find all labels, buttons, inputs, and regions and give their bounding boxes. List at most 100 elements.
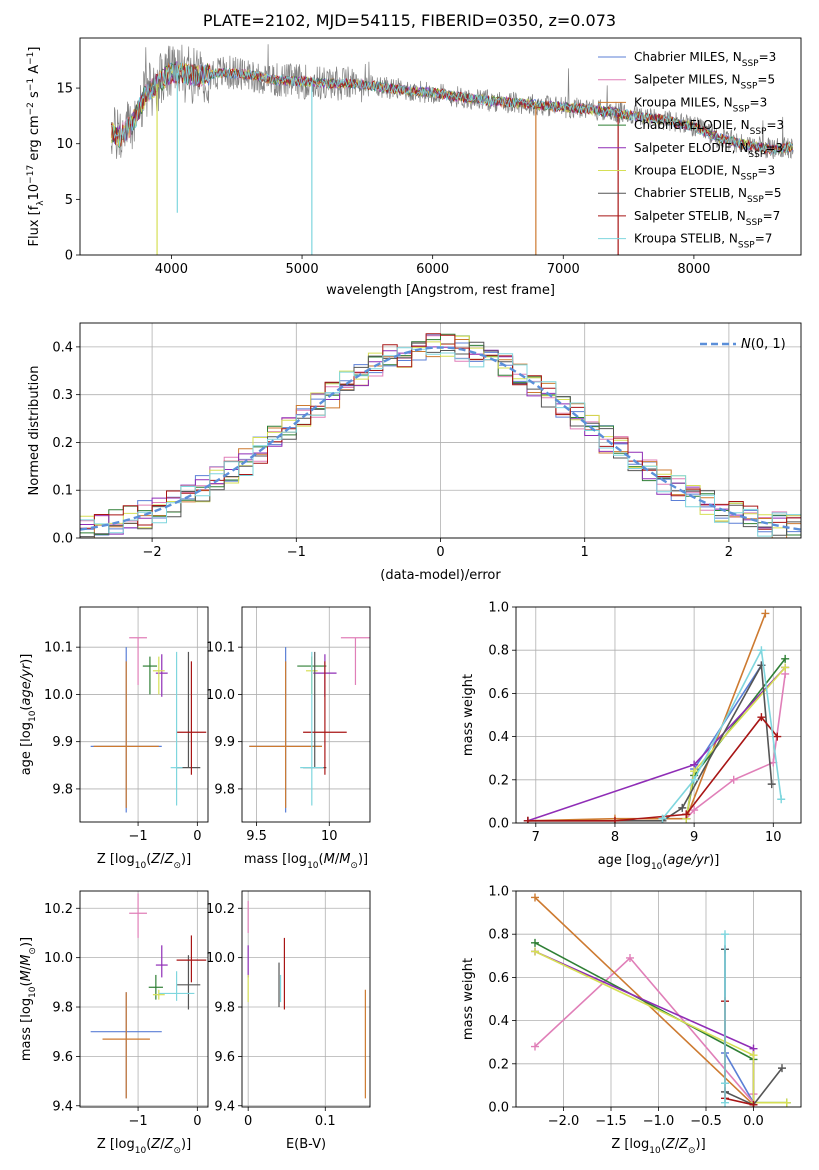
- mass-weight-line: [534, 942, 787, 1104]
- mass-weight-point: [531, 1042, 539, 1051]
- legend-label: Salpeter MILES, NSSP=5: [634, 73, 775, 92]
- y-tick-label: 0.2: [488, 1057, 509, 1072]
- y-tick-label: 10: [56, 137, 73, 152]
- legend-entry: Chabrier STELIB, NSSP=5: [598, 186, 782, 205]
- x-tick-label: −1.5: [595, 1114, 627, 1129]
- legend-label: Kroupa ELODIE, NSSP=3: [634, 164, 775, 183]
- residuals-frame: [79, 322, 802, 539]
- errorbar-marker: [303, 651, 327, 769]
- mass-weight-line: [685, 673, 786, 820]
- y-tick-label: 9.8: [214, 782, 235, 797]
- spectrum-frame: [79, 37, 802, 256]
- mass-weight-point: [757, 646, 766, 655]
- mass-weight-point: [682, 810, 691, 819]
- legend-entry: Salpeter MILES, NSSP=5: [598, 73, 775, 92]
- x-tick-label: 10: [765, 830, 782, 845]
- y-tick-label: 10.2: [206, 902, 235, 917]
- x-tick-label: −1: [128, 829, 147, 844]
- weight_vs_age-axes: 7 8 9 10 0.0 0.2 0.4 0.6 0.8 1.0: [488, 601, 802, 845]
- mass-weight-point: [721, 1098, 729, 1107]
- errorbar-marker: [176, 955, 201, 1010]
- mass-weight-line: [534, 956, 755, 1105]
- mass-weight-point: [531, 947, 539, 956]
- y-tick-label: 0.4: [488, 1014, 509, 1029]
- y-tick-label: 9.6: [214, 1050, 235, 1065]
- mass-weight-point: [678, 803, 687, 812]
- age_vs_Z-axes: −1 0 9.8 9.9 10.0 10.1: [44, 606, 209, 844]
- mass-weight-point: [749, 1051, 758, 1060]
- mass-weight-point: [690, 767, 699, 776]
- x-tick-label: 10: [321, 829, 338, 844]
- mass-weight-point: [761, 609, 770, 618]
- mass-weight-point: [782, 1098, 791, 1107]
- legend-entry: Chabrier MILES, NSSP=3: [598, 50, 776, 69]
- residual-histogram: [80, 347, 801, 537]
- weight_vs_age-xlabel: age [log10(age/yr)]: [598, 853, 720, 872]
- mass_vs_Z-plot-area: [90, 893, 207, 1099]
- y-tick-label: 0.1: [52, 484, 73, 499]
- errorbar-marker: [340, 637, 370, 685]
- x-tick-label: −2.0: [548, 1114, 580, 1129]
- x-tick-label: 8: [611, 830, 619, 845]
- y-tick-label: 10.0: [206, 688, 235, 703]
- x-tick-label: −0.5: [690, 1114, 722, 1129]
- age_vs_mass-xlabel: mass [log10(M/M⊙)]: [244, 852, 368, 871]
- y-tick-label: 5: [65, 193, 73, 208]
- y-tick-label: 10.0: [206, 951, 235, 966]
- spectrum-xlabel: wavelength [Angstrom, rest frame]: [326, 283, 555, 298]
- errorbar-marker: [102, 992, 150, 1099]
- y-tick-label: 0.3: [52, 388, 73, 403]
- legend-entry: Kroupa STELIB, NSSP=7: [598, 232, 772, 251]
- weight_vs_Z-axes: −2.0 −1.5 −1.0 −0.5 0.0 0.0 0.2 0.4 0.6 0.8 1.0: [488, 885, 802, 1129]
- errorbar-marker: [129, 637, 147, 685]
- x-tick-label: 0.1: [315, 1114, 336, 1129]
- x-tick-label: −1: [128, 1114, 147, 1129]
- residuals-xlabel: (data-model)/error: [380, 568, 501, 583]
- legend-entry: Salpeter ELODIE, NSSP=3: [598, 141, 783, 160]
- x-tick-label: −1: [287, 545, 306, 560]
- y-tick-label: 0.8: [488, 928, 509, 943]
- mass_vs_Z-frame: [79, 890, 209, 1108]
- spectrum-legend: Chabrier MILES, NSSP=3 Salpeter MILES, NS…: [598, 50, 784, 251]
- mass_vs_Z-xlabel: Z [log10(Z/Z⊙)]: [97, 1137, 191, 1156]
- mass-weight-line: [534, 950, 787, 1104]
- errorbar-marker: [170, 651, 183, 806]
- weight_vs_Z-frame: [515, 890, 802, 1108]
- y-tick-label: 0.4: [52, 340, 73, 355]
- x-tick-label: 4000: [155, 262, 188, 277]
- y-tick-label: 0.6: [488, 687, 509, 702]
- y-tick-label: 9.6: [52, 1050, 73, 1065]
- mass-weight-point: [721, 1079, 729, 1088]
- y-tick-label: 0.2: [488, 773, 509, 788]
- mass-weight-line: [724, 949, 755, 1104]
- y-tick-label: 9.8: [52, 1001, 73, 1016]
- mass_vs_Z-ylabel: mass [log10(M/M⊙)]: [19, 937, 38, 1061]
- residuals-axes: −2 −1 0 1 2 0.0 0.1 0.2 0.3 0.4: [52, 322, 802, 560]
- weight_vs_Z-xlabel: Z [log10(Z/Z⊙)]: [611, 1137, 705, 1156]
- figure-title: PLATE=2102, MJD=54115, FIBERID=0350, z=0…: [202, 11, 617, 30]
- y-tick-label: 9.8: [214, 1001, 235, 1016]
- y-tick-label: 0.0: [488, 817, 509, 832]
- x-tick-label: 0: [193, 1114, 201, 1129]
- y-tick-label: 1.0: [488, 601, 509, 616]
- x-tick-label: 1: [581, 545, 589, 560]
- errorbar-marker: [129, 893, 147, 938]
- errorbar-marker: [249, 661, 322, 808]
- y-tick-label: 9.9: [214, 735, 235, 750]
- errorbar-marker: [148, 974, 163, 1000]
- errorbar-marker: [158, 971, 195, 1001]
- mass-weight-point: [690, 775, 699, 784]
- x-tick-label: −1.0: [643, 1114, 675, 1129]
- mass-weight-line: [661, 647, 782, 820]
- y-tick-label: 9.9: [52, 735, 73, 750]
- mass-weight-point: [778, 1064, 786, 1073]
- x-tick-label: 5000: [286, 262, 319, 277]
- mass-weight-point: [777, 795, 786, 804]
- mass-weight-point: [729, 775, 738, 784]
- y-tick-label: 10.2: [44, 902, 73, 917]
- mass-weight-point: [690, 806, 699, 815]
- errorbar-marker: [176, 935, 207, 983]
- mass_vs_Z-axes: −1 0 9.4 9.6 9.8 10.0 10.2: [44, 890, 209, 1129]
- errorbar-marker: [152, 989, 165, 1000]
